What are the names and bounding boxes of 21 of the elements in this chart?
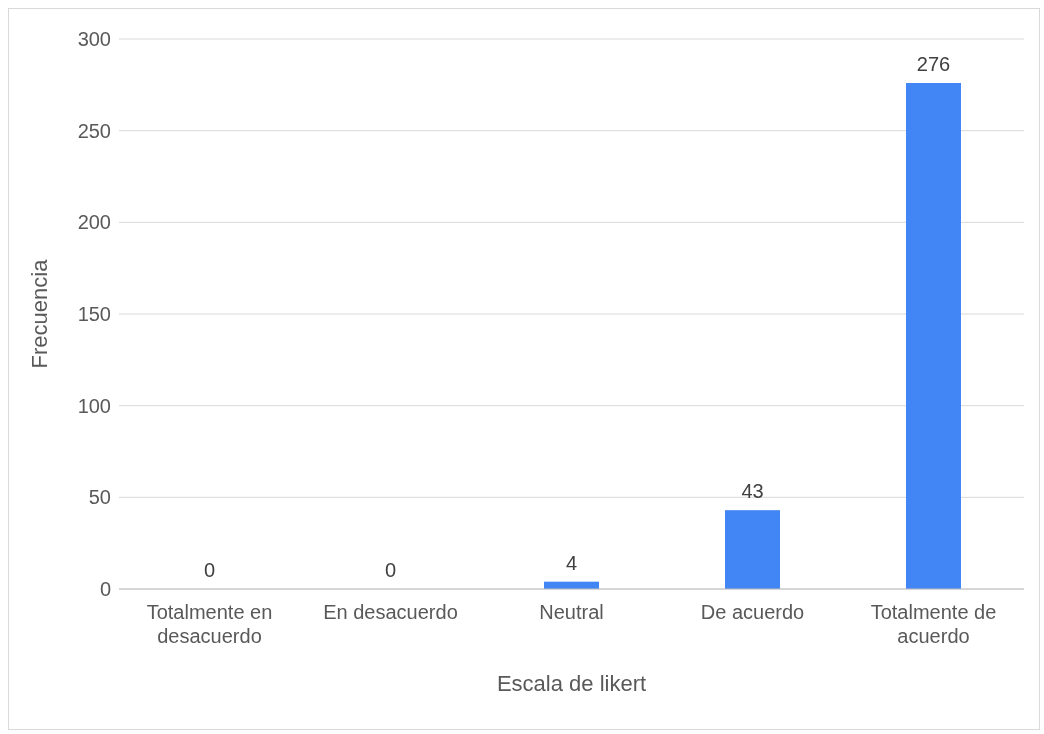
y-tick-label: 50 [88, 486, 111, 509]
y-tick-label: 100 [77, 394, 111, 417]
x-axis-title: Escala de likert [496, 671, 647, 696]
x-tick-label: En desacuerdo [323, 601, 458, 623]
y-tick-label: 0 [99, 578, 111, 601]
x-tick-label: Totalmente de acuerdo [870, 601, 997, 647]
y-tick-label: 200 [77, 211, 111, 234]
data-label: 43 [741, 480, 764, 503]
data-label: 4 [565, 551, 578, 574]
bar [906, 83, 961, 589]
y-tick-label: 150 [77, 303, 111, 326]
x-tick-label: Neutral [539, 601, 604, 623]
x-tick-label: De acuerdo [700, 601, 805, 623]
y-tick-label: 300 [77, 28, 111, 51]
data-label: 276 [916, 53, 951, 75]
data-label: 0 [384, 559, 397, 581]
bar [725, 510, 780, 589]
data-label: 0 [203, 559, 216, 581]
x-tick-label: Totalmente en desacuerdo [146, 601, 273, 647]
y-tick-label: 250 [77, 119, 111, 142]
y-axis-title: Frecuencia [26, 258, 52, 369]
